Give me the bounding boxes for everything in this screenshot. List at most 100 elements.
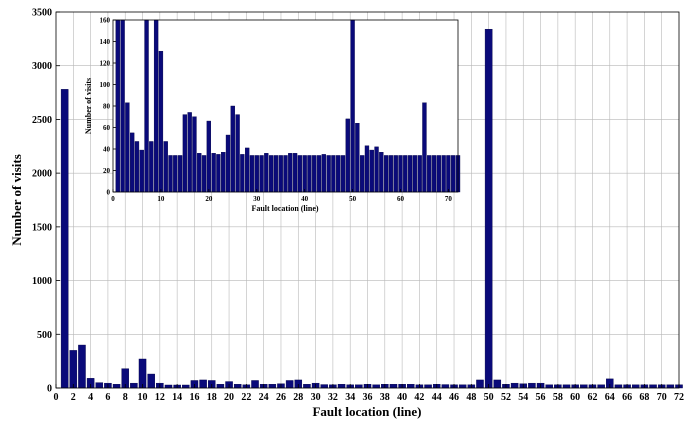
main-bar (476, 380, 483, 388)
inset-bar (284, 155, 288, 192)
inset-bar (408, 155, 412, 192)
x-tick-label: 34 (345, 392, 355, 403)
inset-bar (226, 135, 230, 192)
main-bar (182, 385, 189, 388)
x-tick-label: 28 (293, 392, 303, 403)
x-tick-label: 62 (587, 392, 597, 403)
x-tick-label: 40 (301, 195, 309, 203)
inset-bar (422, 103, 426, 192)
main-bar (615, 385, 622, 388)
main-bar (563, 385, 570, 388)
inset-bar (159, 51, 163, 192)
inset-bar (202, 155, 206, 192)
x-tick-label: 16 (189, 392, 199, 403)
inset-bar (279, 155, 283, 192)
inset-bar (207, 121, 211, 192)
x-tick-label: 50 (349, 195, 357, 203)
y-tick-label: 40 (103, 145, 111, 153)
y-tick-label: 500 (37, 330, 52, 341)
y-tick-label: 2000 (32, 169, 52, 180)
x-tick-label: 52 (501, 392, 511, 403)
main-bar (390, 384, 397, 388)
inset-bar (116, 20, 120, 192)
main-bar (165, 385, 172, 388)
x-tick-label: 44 (432, 392, 442, 403)
inset-bar (183, 115, 187, 192)
y-tick-label: 160 (100, 16, 111, 24)
main-bar (234, 384, 241, 388)
inset-bar (288, 153, 292, 192)
x-tick-label: 46 (449, 392, 459, 403)
x-tick-label: 2 (71, 392, 76, 403)
x-tick-label: 54 (518, 392, 528, 403)
main-bar (425, 385, 432, 388)
inset-bar (130, 133, 134, 192)
inset-bar (231, 106, 235, 192)
inset-bar (264, 153, 268, 192)
main-bar (286, 380, 293, 388)
main-bar (303, 384, 310, 388)
main-bar (130, 383, 137, 388)
inset-bar (384, 155, 388, 192)
x-tick-label: 12 (155, 392, 165, 403)
inset-y-axis-label: Number of visits (84, 78, 93, 134)
y-tick-label: 3000 (32, 61, 52, 72)
y-tick-label: 0 (47, 384, 52, 395)
main-bar (373, 385, 380, 388)
inset-bar (379, 152, 383, 192)
x-tick-label: 0 (54, 392, 59, 403)
x-tick-label: 72 (674, 392, 684, 403)
inset-bar (169, 155, 173, 192)
inset-bar (322, 154, 326, 192)
inset-bar (432, 155, 436, 192)
y-tick-label: 80 (103, 102, 111, 110)
main-bar (148, 374, 155, 388)
inset-bar (274, 155, 278, 192)
inset-bar (173, 155, 177, 192)
inset-bar (164, 141, 168, 192)
main-bar (546, 385, 553, 388)
inset-bar (336, 155, 340, 192)
main-bar (96, 383, 103, 388)
y-tick-label: 1000 (32, 276, 52, 287)
inset-bar (149, 141, 153, 192)
x-tick-label: 68 (639, 392, 649, 403)
main-bar (580, 385, 587, 388)
inset-bar (312, 155, 316, 192)
x-tick-label: 22 (241, 392, 251, 403)
main-bar (407, 384, 414, 388)
inset-bar (327, 155, 331, 192)
main-bar (139, 359, 146, 388)
inset-bar (317, 155, 321, 192)
inset-bar (298, 155, 302, 192)
x-tick-label: 18 (207, 392, 217, 403)
inset-bar (260, 155, 264, 192)
inset-bar (178, 155, 182, 192)
inset-bar (365, 146, 369, 192)
x-tick-label: 50 (484, 392, 494, 403)
y-tick-label: 0 (107, 188, 111, 196)
inset-bar (197, 153, 201, 192)
inset-bar (269, 155, 273, 192)
y-tick-label: 2500 (32, 115, 52, 126)
x-tick-label: 6 (105, 392, 110, 403)
x-tick-label: 48 (466, 392, 476, 403)
inset-bar (125, 103, 129, 192)
main-bar (200, 380, 207, 388)
inset-bar (221, 152, 225, 192)
main-x-axis-label: Fault location (line) (312, 404, 421, 419)
inset-bar (188, 112, 192, 192)
main-bar (598, 385, 605, 388)
inset-bar (154, 20, 158, 192)
x-tick-label: 8 (123, 392, 128, 403)
main-bar (321, 385, 328, 388)
main-bar (528, 383, 535, 388)
inset-bar (413, 155, 417, 192)
inset-bar (216, 154, 220, 192)
y-tick-label: 3500 (32, 8, 52, 19)
inset-bar (236, 115, 240, 192)
y-tick-label: 20 (103, 167, 111, 175)
inset-bar (355, 123, 359, 192)
inset-bar (403, 155, 407, 192)
x-tick-label: 10 (138, 392, 148, 403)
